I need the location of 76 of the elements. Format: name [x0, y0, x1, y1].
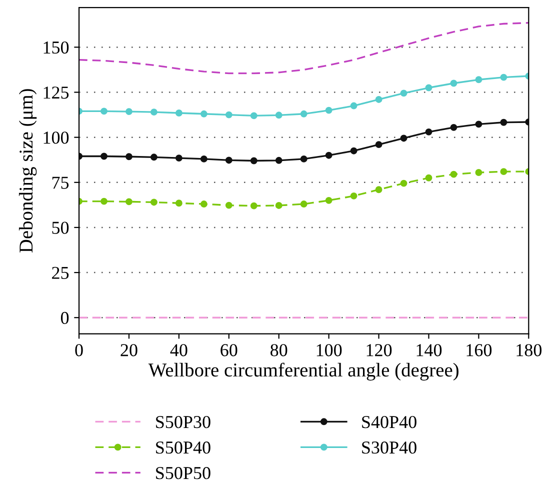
point: [400, 90, 408, 97]
point: [200, 200, 208, 208]
point: [150, 108, 158, 116]
point: [425, 84, 432, 92]
point: [325, 152, 332, 159]
point: [225, 156, 232, 164]
point: [250, 202, 258, 210]
point: [250, 157, 258, 164]
point: [400, 180, 408, 187]
point: [300, 155, 308, 162]
point: [175, 110, 182, 116]
x-tick-label: 180: [516, 344, 542, 356]
point: [475, 76, 482, 84]
point: [375, 141, 382, 148]
point: [250, 112, 258, 120]
legend-label: S50P30: [156, 416, 210, 428]
y-tick-label: 0: [60, 312, 69, 324]
point: [200, 155, 208, 162]
point: [350, 102, 358, 110]
point: [450, 80, 458, 87]
x-tick-label: 160: [466, 344, 492, 356]
y-axis-title: Debonding size (μm): [18, 89, 37, 253]
point: [225, 111, 232, 118]
point: [150, 198, 158, 206]
point: [100, 152, 108, 160]
y-tick-label: 125: [44, 86, 69, 99]
point: [275, 202, 282, 209]
point: [325, 106, 332, 114]
point: [475, 169, 482, 176]
point: [375, 96, 382, 103]
legend-label: S50P40: [156, 441, 210, 454]
x-tick-label: 40: [170, 344, 188, 356]
y-tick-label: 25: [52, 266, 69, 279]
point: [400, 134, 408, 142]
y-tick-label: 150: [44, 41, 69, 54]
point: [375, 186, 382, 194]
point: [275, 156, 282, 164]
point: [425, 174, 432, 182]
point: [300, 200, 308, 208]
point: [275, 112, 282, 119]
x-tick-label: 0: [75, 344, 83, 356]
point: [200, 110, 208, 118]
x-tick-label: 80: [270, 344, 288, 356]
point: [450, 124, 458, 131]
point: [350, 147, 358, 154]
point: [126, 108, 132, 116]
point: [500, 168, 508, 176]
x-tick-label: 140: [416, 344, 442, 356]
point: [500, 74, 508, 81]
x-tick-label: 20: [120, 344, 138, 356]
y-tick-label: 75: [52, 176, 69, 189]
point: [425, 128, 432, 136]
x-axis-title: Wellbore circumferential angle (degree): [148, 362, 458, 381]
x-tick-label: 120: [366, 344, 392, 356]
x-tick-label: 100: [316, 344, 342, 356]
point: [500, 118, 508, 126]
point: [100, 198, 108, 205]
legend-label: S50P50: [156, 466, 210, 480]
y-tick-label: 100: [44, 132, 69, 144]
point: [175, 200, 182, 207]
point: [300, 110, 308, 118]
point: [225, 202, 232, 209]
x-tick-label: 60: [220, 344, 238, 356]
y-tick-label: 50: [52, 222, 69, 234]
point: [475, 120, 482, 128]
point: [175, 154, 182, 162]
legend-label: S40P40: [362, 416, 416, 428]
point: [150, 154, 158, 161]
line-series: [79, 22, 529, 74]
point: [325, 196, 332, 204]
point: [126, 153, 132, 160]
point: [126, 198, 132, 206]
legend-label: S30P40: [362, 441, 416, 454]
point: [100, 108, 108, 115]
point: [350, 192, 358, 200]
point: [450, 170, 458, 178]
